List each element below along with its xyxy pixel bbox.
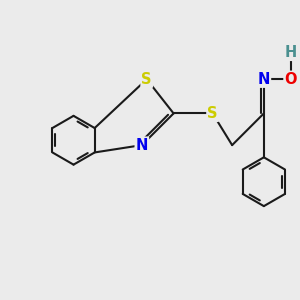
Text: H: H [285,45,297,60]
Text: O: O [284,72,297,87]
Text: N: N [136,138,148,153]
Text: S: S [142,72,152,87]
Text: S: S [207,106,218,121]
Text: N: N [258,72,270,87]
